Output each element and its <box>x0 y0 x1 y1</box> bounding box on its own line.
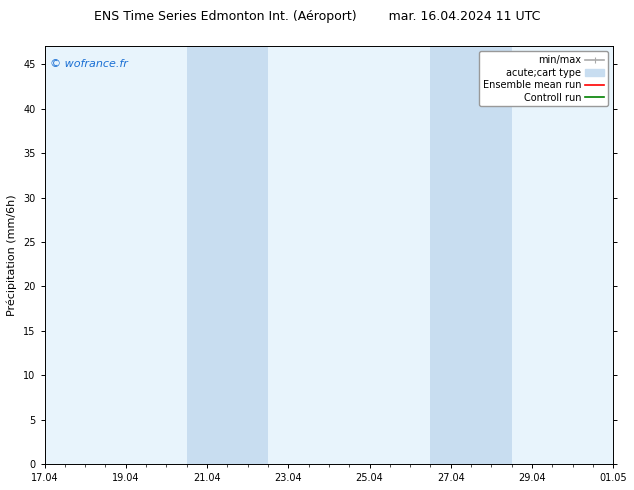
Bar <box>228 47 268 464</box>
Legend: min/max, acute;cart type, Ensemble mean run, Controll run: min/max, acute;cart type, Ensemble mean … <box>479 51 609 106</box>
Bar <box>186 47 228 464</box>
Bar <box>471 47 512 464</box>
Bar <box>430 47 471 464</box>
Text: ENS Time Series Edmonton Int. (Aéroport)        mar. 16.04.2024 11 UTC: ENS Time Series Edmonton Int. (Aéroport)… <box>94 10 540 23</box>
Y-axis label: Précipitation (mm/6h): Précipitation (mm/6h) <box>7 195 18 316</box>
Text: © wofrance.fr: © wofrance.fr <box>50 59 128 69</box>
